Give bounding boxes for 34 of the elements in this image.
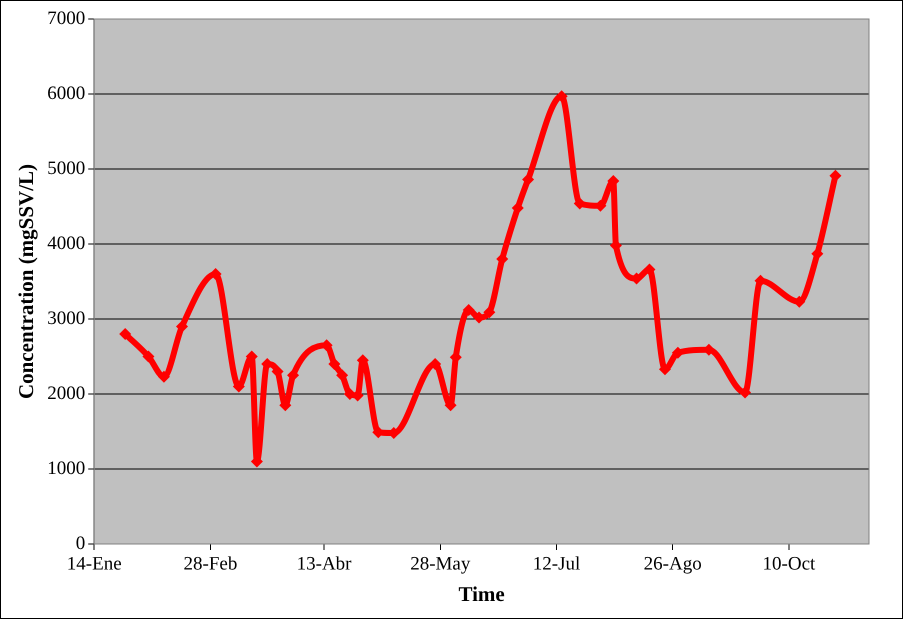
y-tick-label: 2000 xyxy=(47,382,86,404)
y-tick-label: 4000 xyxy=(47,232,86,254)
point xyxy=(232,380,245,392)
point xyxy=(496,253,508,265)
point xyxy=(328,358,340,370)
point xyxy=(287,369,300,382)
x-tick-label: 28-Feb xyxy=(184,553,238,574)
y-tick-label: 5000 xyxy=(47,158,86,179)
point xyxy=(739,386,752,398)
point xyxy=(643,264,656,276)
point xyxy=(272,366,284,378)
x-tick-label: 14-Ene xyxy=(66,553,122,574)
point xyxy=(512,202,524,214)
point xyxy=(344,388,356,400)
y-tick-label: 1000 xyxy=(47,458,86,479)
y-tick-label: 7000 xyxy=(47,8,86,29)
point xyxy=(210,268,222,280)
y-axis-title: Concentration (mgSSV/L) xyxy=(14,164,38,400)
x-tick-label: 26-Ago xyxy=(644,553,702,574)
x-tick-label: 28-May xyxy=(410,553,471,574)
x-tick-label: 10-Oct xyxy=(762,553,816,574)
point xyxy=(336,369,348,382)
y-tick-label: 0 xyxy=(76,532,86,554)
x-axis-title: Time xyxy=(458,582,505,606)
point xyxy=(462,304,475,316)
x-tick-label: 13-Abr xyxy=(296,553,352,574)
point xyxy=(429,358,442,370)
y-tick-label: 3000 xyxy=(47,308,86,329)
point xyxy=(522,174,534,186)
point xyxy=(483,306,496,318)
y-tick-label: 6000 xyxy=(47,82,86,104)
point xyxy=(658,363,671,376)
x-tick-label: 12-Jul xyxy=(532,553,580,574)
point xyxy=(556,90,568,102)
